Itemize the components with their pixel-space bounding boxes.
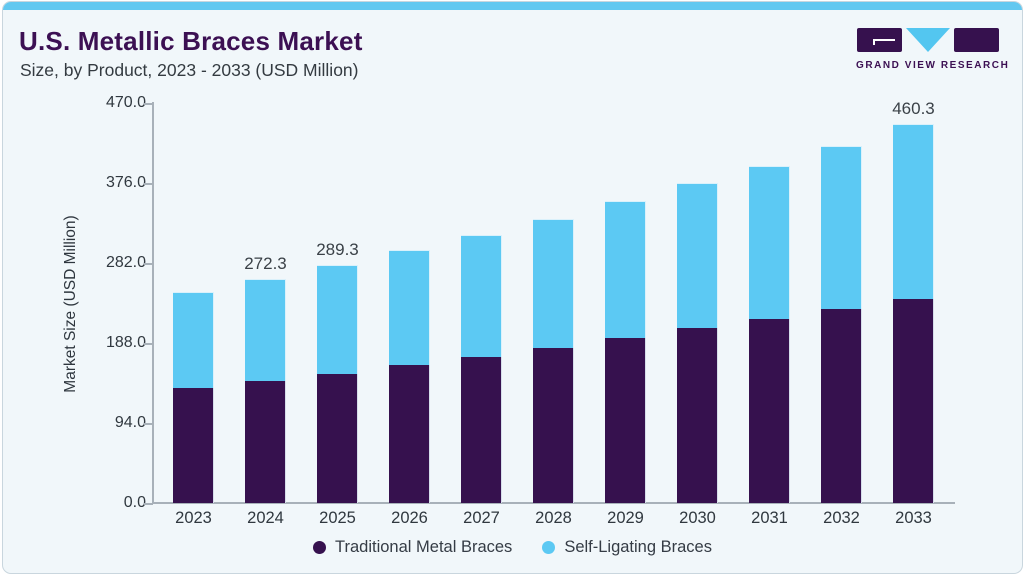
x-tick-label-2030: 2030 [679,509,716,527]
bar-2030-traditional [677,327,718,503]
bar-2023 [173,291,214,503]
bar-2024-traditional [245,381,286,503]
bar-2028-traditional [533,348,574,503]
bar-2026-self-ligating [389,250,430,366]
bar-2033-traditional [893,299,934,503]
bar-2027 [461,235,502,503]
y-tick-label: 470.0 [105,94,146,111]
logo-g-block [857,28,902,52]
y-tick-label: 376.0 [105,174,146,191]
page-title: U.S. Metallic Braces Market [19,26,363,56]
bar-2031-self-ligating [749,165,790,320]
x-tick-label-2032: 2032 [823,509,860,527]
legend-dot [313,541,327,554]
bar-2029-traditional [605,338,646,503]
bar-2027-traditional [461,357,502,503]
y-axis-title: Market Size (USD Million) [62,215,79,393]
bar-2025-traditional [317,374,358,503]
bar-2024 [245,278,286,503]
bar-2031 [749,165,790,503]
bar-2029-self-ligating [605,201,646,339]
x-tick-label-2026: 2026 [391,509,428,527]
bar-2026-traditional [389,365,430,503]
y-tick-mark [144,183,153,185]
bar-2030-self-ligating [677,183,718,328]
x-tick-label-2024: 2024 [247,509,284,527]
y-tick-mark [144,103,153,105]
bar-2030 [677,183,718,503]
stacked-bar-chart: Market Size (USD Million) 470.0 376.0 282.… [3,2,1022,573]
x-tick-label-2029: 2029 [607,509,644,527]
legend-item-self-ligating-braces: Self-Ligating Braces [542,538,712,557]
bar-2031-traditional [749,319,790,503]
bar-2033 [893,124,934,503]
bar-2025-self-ligating [317,264,358,375]
bar-2023-self-ligating [173,291,214,389]
bar-2032 [821,145,862,503]
legend-item-traditional-metal-braces: Traditional Metal Braces [313,538,512,557]
total-label-2024: 272.3 [244,253,287,273]
legend-dot [542,541,556,554]
bar-2027-self-ligating [461,235,502,358]
bar-2032-traditional [821,309,862,503]
x-tick-label-2027: 2027 [463,509,500,527]
y-tick-label: 0.0 [123,494,146,511]
total-label-2033: 460.3 [892,99,935,119]
logo-r-block [954,28,999,52]
grand-view-research-logo [856,28,1004,72]
x-tick-label-2031: 2031 [751,509,788,527]
y-tick-mark [144,263,153,265]
bar-2028 [533,218,574,503]
y-tick-label: 188.0 [105,334,146,351]
bar-2025 [317,264,358,503]
x-tick-label-2028: 2028 [535,509,572,527]
top-accent-bar [3,2,1022,10]
y-tick-label: 282.0 [105,254,146,271]
total-label-2025: 289.3 [316,239,359,259]
bar-2023-traditional [173,388,214,503]
x-tick-label-2033: 2033 [895,509,932,527]
legend-label: Traditional Metal Braces [335,538,513,556]
chart-legend: Traditional Metal Braces Self-Ligating Br… [3,538,1022,557]
x-tick-label-2025: 2025 [319,509,356,527]
page-subtitle: Size, by Product, 2023 - 2033 (USD Milli… [20,60,359,80]
bar-2026 [389,250,430,503]
logo-v-triangle-icon [906,28,950,52]
y-tick-mark [144,343,153,345]
x-tick-label-2023: 2023 [175,509,212,527]
bar-2032-self-ligating [821,145,862,310]
bar-2029 [605,201,646,503]
y-tick-mark [144,423,153,425]
bar-2024-self-ligating [245,278,286,382]
legend-label: Self-Ligating Braces [564,538,712,556]
y-tick-label: 94.0 [114,414,146,431]
bar-2028-self-ligating [533,218,574,349]
logo-text: GRAND VIEW RESEARCH [856,60,1010,71]
bar-2033-self-ligating [893,124,934,300]
y-tick-mark [144,503,153,505]
y-axis-line [152,102,154,503]
